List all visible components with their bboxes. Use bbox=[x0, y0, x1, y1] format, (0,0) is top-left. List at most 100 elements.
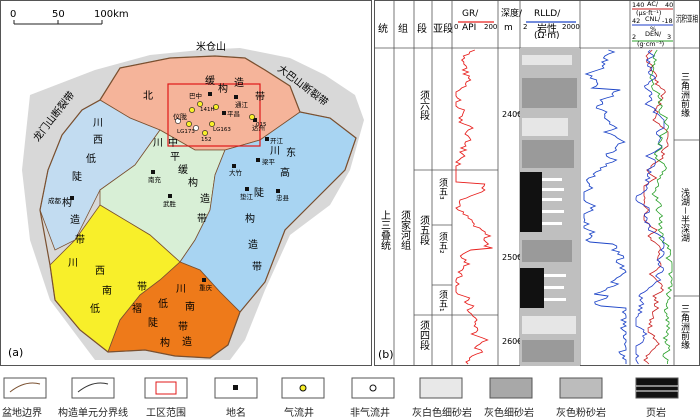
log-panel-label: (b) bbox=[378, 348, 394, 361]
ac-unit: (μs·ft⁻¹) bbox=[636, 9, 661, 17]
well-152: 152 bbox=[201, 137, 212, 143]
region-east-labels: 川 东 高 陡 构 造 带 bbox=[245, 146, 296, 273]
map-panel-label: (a) bbox=[8, 346, 23, 359]
city-kaijiang: 开江 bbox=[270, 137, 284, 145]
east-char-6: 带 bbox=[252, 261, 262, 273]
city-pingchang: 平昌 bbox=[227, 110, 240, 118]
city-markers: 巴中 通江 平昌 达州 开江 梁平 大竹 垫江 忠县 南充 武胜 成都 重庆 bbox=[48, 91, 290, 292]
city-nanchong: 南充 bbox=[148, 175, 162, 184]
center-char-0: 川 bbox=[153, 138, 163, 149]
header-system: 统 bbox=[378, 22, 388, 35]
ac-title: AC/ bbox=[647, 0, 659, 8]
rlld-curve bbox=[583, 49, 627, 364]
header-group: 组 bbox=[398, 22, 408, 35]
south-char-4: 构 bbox=[160, 336, 170, 349]
depth-title: 深度/ bbox=[501, 7, 523, 19]
lithology-column bbox=[520, 48, 580, 366]
gas-well bbox=[197, 101, 203, 107]
center-char-6: 带 bbox=[197, 213, 207, 225]
den-min: 2 bbox=[632, 33, 636, 41]
rlld-unit: (Ω·m) bbox=[534, 31, 560, 41]
city-bazhong: 巴中 bbox=[189, 91, 202, 100]
southwest-char-2: 南 bbox=[102, 284, 112, 297]
den-max: 3 bbox=[667, 33, 671, 41]
cnl-max: -18 bbox=[662, 17, 673, 25]
well-log: 统 组 段 亚段 岩性 GR/ API 0 200 深度/ m RLLD/ 2 … bbox=[374, 0, 700, 366]
facies-lake: 浅湖－半深湖 bbox=[679, 187, 690, 243]
center-char-5: 造 bbox=[200, 192, 210, 205]
legend-work-area: 工区范围 bbox=[146, 408, 186, 418]
submember-xu5-3: 须五₃ bbox=[437, 178, 448, 200]
center-char-1: 中 bbox=[168, 136, 178, 149]
north-char-1: 缓 bbox=[205, 74, 215, 87]
north-char-4: 带 bbox=[255, 91, 265, 103]
depth-unit: m bbox=[504, 23, 513, 33]
city-dazhu: 大竹 bbox=[229, 168, 243, 177]
legend-non-gas-well: 非气流井 bbox=[350, 408, 390, 418]
city-dazhou: 达州 bbox=[252, 123, 265, 132]
north-char-3: 造 bbox=[234, 76, 244, 89]
gr-unit: API bbox=[462, 23, 476, 33]
scale-tick-100: 100km bbox=[94, 9, 129, 20]
east-char-1: 东 bbox=[286, 146, 296, 159]
well-141h: 141H bbox=[200, 107, 215, 113]
member-xu6: 须六段 bbox=[418, 90, 430, 121]
well-yilong: 仪陇 bbox=[173, 112, 187, 121]
submember-xu5-1: 须五₁ bbox=[437, 290, 448, 312]
center-char-3: 缓 bbox=[178, 163, 188, 176]
southwest-char-4: 褶 bbox=[132, 302, 142, 315]
west-char-0: 川 bbox=[93, 118, 103, 129]
gas-well bbox=[249, 114, 255, 120]
legend-basin-boundary: 盆地边界 bbox=[2, 408, 42, 418]
well-lg173: LG173 bbox=[177, 129, 195, 135]
southwest-char-3: 低 bbox=[90, 302, 100, 315]
east-char-0: 川 bbox=[270, 146, 280, 157]
facies-delta-front-lower: 三角洲前缘 bbox=[679, 304, 690, 349]
center-char-4: 构 bbox=[188, 176, 198, 189]
depth-2500: 2500 bbox=[502, 253, 522, 262]
member-xu4: 须四段 bbox=[418, 320, 430, 351]
header-lithology: 岩性 bbox=[537, 22, 557, 35]
south-char-6: 带 bbox=[178, 321, 188, 333]
east-char-4: 构 bbox=[245, 212, 255, 225]
city-chengdu: 成都 bbox=[48, 196, 62, 205]
facies-delta-front-upper: 三角洲前缘 bbox=[679, 72, 690, 117]
scale-bar: 0 50 100km bbox=[10, 9, 129, 25]
non-gas-well bbox=[175, 118, 181, 124]
well-015: 015 bbox=[256, 122, 267, 128]
legend-gray-fine-sandstone: 灰色细砂岩 bbox=[484, 408, 534, 418]
west-char-4: 构 bbox=[62, 196, 72, 209]
south-char-0: 川 bbox=[176, 284, 186, 295]
header-member: 段 bbox=[417, 22, 427, 35]
depth-2400: 2400 bbox=[502, 110, 522, 119]
west-char-3: 陡 bbox=[72, 171, 82, 183]
east-char-2: 高 bbox=[280, 166, 290, 179]
facies-header: 沉积亚相 bbox=[676, 13, 698, 25]
cnl-curve bbox=[635, 49, 665, 365]
micang-mountain-label: 米仓山 bbox=[196, 40, 226, 53]
den-curve bbox=[649, 49, 673, 364]
south-char-2: 低 bbox=[158, 297, 168, 310]
west-char-2: 低 bbox=[86, 152, 96, 165]
legend-light-fine-sandstone: 灰白色细砂岩 bbox=[412, 408, 472, 418]
ac-min: 140 bbox=[632, 1, 644, 9]
north-char-2: 构 bbox=[218, 82, 228, 95]
southwest-char-0: 川 bbox=[68, 258, 78, 269]
ac-max: 40 bbox=[665, 1, 673, 9]
ac-curve bbox=[643, 49, 669, 365]
east-char-3: 陡 bbox=[254, 187, 264, 199]
scale-tick-0: 0 bbox=[10, 9, 16, 20]
region-west-labels: 川 西 低 陡 构 造 带 bbox=[62, 118, 103, 246]
gr-title: GR/ bbox=[462, 9, 479, 19]
west-char-5: 造 bbox=[70, 213, 80, 226]
gas-well bbox=[213, 104, 219, 110]
header-submember: 亚段 bbox=[433, 22, 453, 35]
well-markers: 仪陇 LG173 141H LG163 152 015 bbox=[173, 101, 267, 143]
cnl-min: 42 bbox=[632, 17, 640, 25]
basin-boundary bbox=[39, 55, 357, 359]
gas-well bbox=[209, 121, 215, 127]
member-xu5: 须五段 bbox=[418, 215, 430, 246]
legend: 盆地边界 构造单元分界线 工区范围 地名 气流井 非气流井 灰白色细砂岩 灰色细… bbox=[0, 370, 700, 418]
city-dianjiang: 垫江 bbox=[240, 192, 254, 201]
